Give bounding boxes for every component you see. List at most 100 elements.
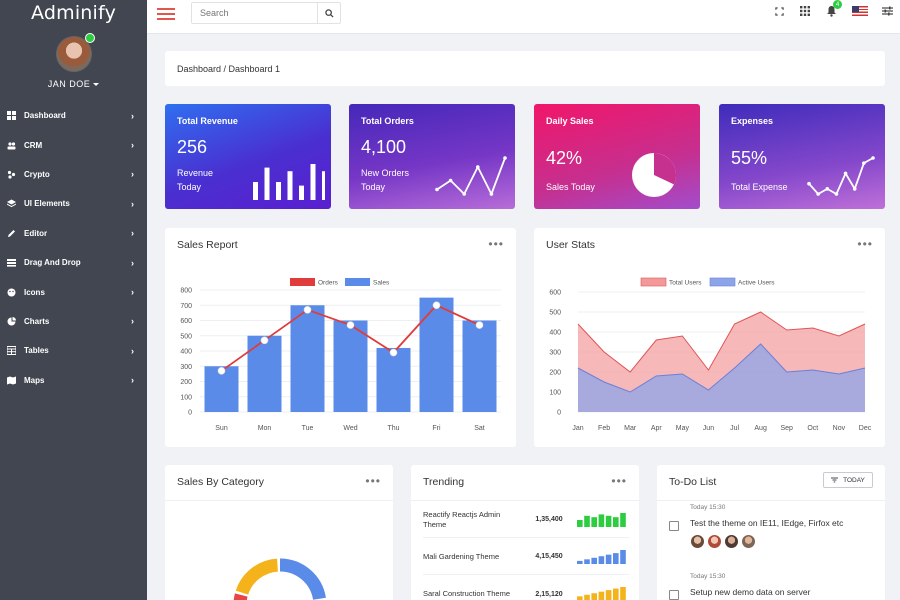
list-item[interactable]: Saral Construction Theme 2,15,120 (423, 576, 629, 600)
list-item[interactable]: Mali Gardening Theme 4,15,450 (423, 539, 629, 575)
user-menu[interactable]: JAN DOE (0, 79, 147, 89)
spark-bar (613, 588, 619, 600)
today-filter-button[interactable]: TODAY (823, 472, 873, 488)
y-tick-label: 600 (549, 290, 561, 297)
avatar[interactable] (690, 534, 705, 549)
sidebar-item-dashboard[interactable]: Dashboard › (0, 101, 147, 130)
x-tick-label: Oct (807, 425, 818, 432)
sidebar-item-label: Maps (24, 375, 45, 385)
sidebar-item-drag-and-drop[interactable]: Drag And Drop › (0, 248, 147, 277)
stat-card-expenses: Expenses 55% Total Expense (719, 104, 885, 209)
trending-sparkline (577, 549, 626, 564)
stat-card-daily-sales: Daily Sales 42% Sales Today (534, 104, 700, 209)
sidebar-item-icons[interactable]: Icons › (0, 277, 147, 306)
x-tick-label: Tue (302, 425, 314, 432)
avatar[interactable] (707, 534, 722, 549)
bar (376, 347, 411, 412)
more-options-icon[interactable]: ••• (365, 474, 381, 488)
mini-point (843, 171, 848, 176)
us-flag-icon[interactable] (852, 6, 868, 16)
sidebar-item-ui-elements[interactable]: UI Elements › (0, 189, 147, 218)
trending-sparkline (577, 587, 626, 600)
trending-item-value: 2,15,120 (535, 590, 563, 598)
mini-point (476, 165, 480, 169)
avatar[interactable] (741, 534, 756, 549)
spark-bar (620, 512, 626, 527)
user-avatar-wrap[interactable] (55, 33, 95, 72)
bar (462, 320, 497, 412)
stat-card-total-revenue: Total Revenue 256 Revenue Today (165, 104, 331, 209)
x-tick-label: Apr (651, 425, 663, 432)
donut-segment (279, 558, 326, 600)
mini-bar (276, 182, 281, 200)
sales-by-category-panel: Sales By Category ••• (165, 465, 393, 600)
mini-point (825, 187, 830, 191)
x-tick-label: Mar (624, 425, 637, 432)
user-name: JAN DOE (47, 79, 91, 89)
todo-text: Test the theme on IE11, IEdge, Firfox et… (690, 518, 844, 528)
user-stats-chart: 0 100 200 300 400 500 600 Jan Feb Mar Apr May Jun Jul… (549, 277, 872, 432)
sales-by-category-donut (233, 558, 326, 600)
crypto-icon (7, 170, 16, 179)
bar (419, 297, 454, 412)
mini-point (816, 192, 820, 196)
search-button[interactable] (317, 3, 340, 23)
breadcrumb: Dashboard / Dashboard 1 (165, 51, 885, 86)
legend-label: Sales (373, 280, 390, 287)
fullscreen-icon[interactable] (772, 4, 786, 18)
more-options-icon[interactable]: ••• (611, 474, 627, 488)
x-tick-label: Jul (730, 425, 739, 432)
stat-title: Expenses (731, 116, 774, 126)
spark-bar (584, 558, 590, 564)
search-box (191, 2, 341, 24)
chevron-right-icon: › (131, 228, 134, 239)
more-options-icon[interactable]: ••• (488, 237, 504, 251)
avatar[interactable] (724, 534, 739, 549)
spark-bar (598, 513, 605, 527)
sidebar-item-charts[interactable]: Charts › (0, 307, 147, 336)
mini-bar (322, 171, 325, 200)
mini-point (807, 181, 811, 186)
settings-sliders-icon[interactable] (880, 4, 894, 18)
filter-icon (831, 477, 839, 483)
search-input[interactable] (192, 3, 317, 23)
y-tick-label: 500 (180, 333, 192, 340)
chevron-right-icon: › (131, 345, 134, 356)
apps-grid-icon[interactable] (798, 4, 812, 18)
hamburger-menu-icon[interactable] (157, 8, 175, 20)
sidebar-item-editor[interactable]: Editor › (0, 219, 147, 248)
todo-item: Today 15:30 Setup new demo data on serve… (669, 573, 865, 600)
stat-value: 55% (731, 148, 768, 168)
sidebar-item-crm[interactable]: CRM › (0, 130, 147, 159)
sidebar-item-label: UI Elements (24, 199, 70, 209)
todo-checkbox[interactable] (669, 521, 679, 531)
sidebar-item-tables[interactable]: Tables › (0, 336, 147, 365)
orders-mini-line-chart (435, 156, 507, 197)
trending-item-value: 4,15,450 (535, 553, 563, 560)
spark-bar (591, 557, 597, 564)
y-tick-label: 0 (188, 410, 192, 417)
mini-line (436, 157, 506, 197)
mini-point (503, 156, 507, 160)
more-options-icon[interactable]: ••• (857, 237, 873, 251)
legend-swatch (640, 277, 667, 287)
spark-bar (577, 560, 583, 564)
brand-logo[interactable]: Adminify (30, 2, 117, 24)
trending-item-name: Reactify Reactjs Admin Theme (423, 509, 501, 529)
mini-bar (287, 171, 293, 200)
sidebar-item-crypto[interactable]: Crypto › (0, 160, 147, 189)
dashboard-icon (7, 111, 16, 121)
avatar[interactable] (55, 36, 92, 72)
line-point (346, 321, 355, 329)
sidebar-item-maps[interactable]: Maps › (0, 366, 147, 395)
chevron-right-icon: › (131, 375, 134, 386)
notification-bell-icon[interactable]: 4 (824, 0, 842, 18)
list-item[interactable]: Reactify Reactjs Admin Theme 1,35,400 (423, 502, 629, 538)
mini-bar (299, 185, 304, 200)
drag-icon (7, 258, 16, 267)
area-fill (578, 344, 865, 412)
todo-checkbox[interactable] (669, 590, 679, 600)
layers-icon (7, 199, 16, 208)
legend-swatch (290, 278, 315, 286)
stat-value: 42% (546, 148, 583, 168)
